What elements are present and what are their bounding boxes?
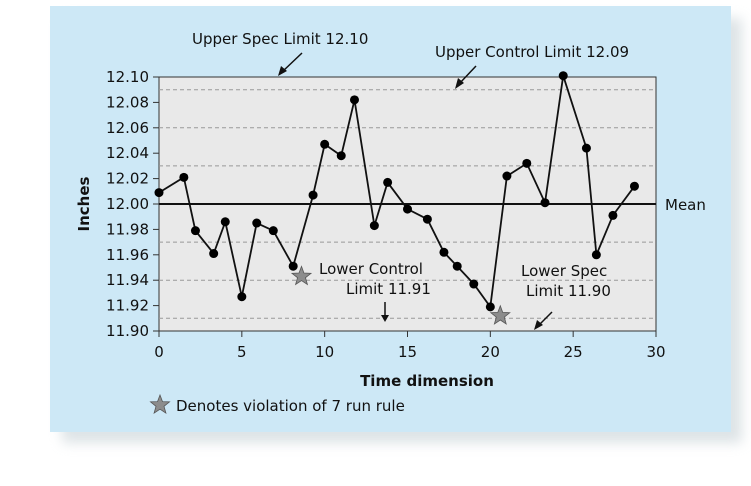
- violation-star-0: [290, 265, 313, 286]
- y-tick-label-1: 11.92: [106, 297, 149, 315]
- data-point-15: [403, 204, 412, 214]
- data-point-25: [581, 143, 591, 153]
- upper-spec-label: Upper Spec Limit 12.10: [192, 30, 368, 48]
- data-point-0: [154, 188, 164, 198]
- x-tick-label-5: 25: [564, 343, 583, 361]
- x-axis-title: Time dimension: [360, 372, 494, 390]
- x-ticks: 0 5 10 15 20 25 30: [154, 331, 666, 361]
- upper-control-arrow: [455, 65, 477, 89]
- data-point-28: [629, 181, 639, 191]
- y-tick-label-10: 12.10: [106, 68, 149, 86]
- data-point-11: [336, 151, 346, 161]
- x-tick-label-4: 20: [481, 343, 500, 361]
- data-point-2: [190, 226, 200, 236]
- y-tick-label-8: 12.06: [106, 119, 149, 137]
- violation-star-1: [489, 304, 511, 325]
- data-point-12: [349, 95, 359, 105]
- lower-spec-arrow: [534, 311, 553, 330]
- data-point-1: [179, 172, 189, 182]
- lower-control-label-1: Lower Control: [319, 260, 423, 278]
- upper-control-label: Upper Control Limit 12.09: [435, 43, 629, 61]
- y-ticks: 11.90 11.92 11.94 11.96 11.98 12.00 12.02 12.04…: [106, 68, 159, 340]
- data-points: [154, 71, 639, 312]
- data-point-21: [502, 171, 512, 181]
- legend: Denotes violation of 7 run rule: [149, 393, 405, 415]
- y-tick-label-4: 11.98: [106, 220, 149, 238]
- data-point-23: [540, 198, 550, 208]
- x-tick-label-3: 15: [398, 343, 417, 361]
- lower-control-arrow: [381, 302, 389, 322]
- data-point-24: [558, 71, 568, 81]
- data-point-7: [268, 226, 278, 236]
- dashed-lines: [159, 89, 656, 319]
- lower-spec-label-1: Lower Spec: [521, 262, 607, 280]
- data-point-9: [308, 190, 318, 200]
- data-point-8: [288, 261, 298, 271]
- data-point-26: [591, 250, 601, 260]
- data-point-17: [439, 247, 449, 257]
- y-axis-title: Inches: [75, 176, 93, 231]
- y-tick-label-3: 11.96: [106, 246, 149, 264]
- data-point-22: [522, 158, 532, 168]
- x-tick-label-2: 10: [315, 343, 334, 361]
- data-point-10: [320, 139, 330, 149]
- data-point-27: [608, 210, 618, 220]
- data-point-5: [237, 292, 247, 302]
- data-point-6: [252, 218, 262, 228]
- lower-control-label-2: Limit 11.91: [346, 280, 431, 298]
- upper-spec-arrow: [278, 52, 303, 76]
- mean-label: Mean: [665, 196, 706, 214]
- data-point-19: [469, 279, 479, 289]
- y-tick-label-2: 11.94: [106, 271, 149, 289]
- data-point-13: [369, 221, 379, 231]
- y-tick-label-9: 12.08: [106, 93, 149, 111]
- lower-spec-label-2: Limit 11.90: [526, 282, 611, 300]
- legend-text: Denotes violation of 7 run rule: [176, 397, 405, 415]
- legend-star-icon: [149, 393, 171, 415]
- y-tick-label-0: 11.90: [106, 322, 149, 340]
- data-point-3: [209, 249, 219, 259]
- y-tick-label-6: 12.02: [106, 170, 149, 188]
- y-tick-label-7: 12.04: [106, 144, 149, 162]
- x-tick-label-0: 0: [154, 343, 164, 361]
- x-tick-label-6: 30: [646, 343, 665, 361]
- data-point-20: [485, 302, 495, 312]
- y-tick-label-5: 12.00: [106, 195, 149, 213]
- violation-markers: [290, 265, 511, 325]
- x-tick-label-1: 5: [237, 343, 247, 361]
- data-point-18: [452, 261, 462, 271]
- data-point-16: [422, 214, 432, 224]
- data-point-4: [220, 217, 230, 227]
- data-point-14: [383, 177, 393, 187]
